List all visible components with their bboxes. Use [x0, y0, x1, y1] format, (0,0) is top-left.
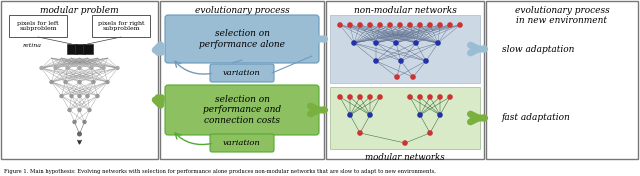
Bar: [330, 87, 480, 149]
Circle shape: [347, 22, 353, 28]
Circle shape: [53, 66, 58, 70]
Circle shape: [60, 94, 64, 98]
Circle shape: [367, 22, 372, 28]
Circle shape: [397, 22, 403, 28]
Circle shape: [407, 22, 413, 28]
Text: pixels for left
subproblem: pixels for left subproblem: [17, 21, 59, 31]
Circle shape: [437, 112, 443, 118]
Circle shape: [347, 94, 353, 100]
Circle shape: [457, 22, 463, 28]
Circle shape: [367, 94, 372, 100]
Bar: [326, 1, 484, 159]
Circle shape: [447, 22, 453, 28]
Circle shape: [377, 22, 383, 28]
Circle shape: [437, 22, 443, 28]
FancyBboxPatch shape: [165, 85, 319, 135]
Circle shape: [39, 66, 44, 70]
Circle shape: [92, 80, 96, 84]
Bar: [67, 44, 77, 54]
Circle shape: [373, 58, 379, 64]
Circle shape: [65, 66, 70, 70]
Text: slow adaptation: slow adaptation: [502, 45, 574, 54]
Circle shape: [337, 94, 343, 100]
Text: fast adaptation: fast adaptation: [502, 114, 571, 122]
Circle shape: [428, 130, 433, 136]
Circle shape: [394, 74, 400, 80]
Bar: [1, 1, 158, 159]
Circle shape: [49, 80, 54, 84]
Circle shape: [357, 130, 363, 136]
Circle shape: [393, 40, 399, 46]
Circle shape: [63, 80, 68, 84]
Circle shape: [83, 120, 86, 124]
Circle shape: [106, 80, 109, 84]
Circle shape: [435, 40, 441, 46]
Circle shape: [77, 80, 82, 84]
Circle shape: [417, 22, 423, 28]
Circle shape: [402, 140, 408, 146]
Text: selection on
performance and
connection costs: selection on performance and connection …: [203, 95, 281, 125]
Circle shape: [357, 22, 363, 28]
Circle shape: [77, 66, 82, 70]
Circle shape: [357, 94, 363, 100]
Text: selection on
performance alone: selection on performance alone: [199, 29, 285, 49]
Text: variation: variation: [223, 139, 261, 147]
Circle shape: [87, 108, 92, 112]
Circle shape: [347, 112, 353, 118]
Circle shape: [437, 94, 443, 100]
Bar: [92, 15, 150, 37]
Circle shape: [77, 94, 82, 98]
Circle shape: [407, 94, 413, 100]
Circle shape: [377, 94, 383, 100]
Circle shape: [85, 94, 90, 98]
Circle shape: [447, 94, 453, 100]
Circle shape: [95, 94, 100, 98]
Text: evolutionary process
in new environment: evolutionary process in new environment: [515, 6, 609, 25]
Text: retina: retina: [23, 43, 42, 48]
Bar: [160, 1, 324, 159]
Bar: [83, 44, 93, 54]
Circle shape: [90, 66, 93, 70]
Circle shape: [77, 108, 82, 112]
FancyBboxPatch shape: [165, 15, 319, 63]
Text: non-modular networks: non-modular networks: [353, 6, 456, 15]
Circle shape: [69, 94, 74, 98]
Circle shape: [337, 22, 343, 28]
Circle shape: [417, 94, 423, 100]
Circle shape: [351, 40, 357, 46]
FancyBboxPatch shape: [210, 64, 274, 82]
Bar: [486, 1, 638, 159]
Circle shape: [417, 112, 423, 118]
Bar: [9, 15, 67, 37]
FancyBboxPatch shape: [210, 134, 274, 152]
Text: evolutionary process: evolutionary process: [195, 6, 289, 15]
Text: modular networks: modular networks: [365, 153, 445, 162]
Circle shape: [101, 66, 106, 70]
Bar: [330, 15, 480, 83]
Circle shape: [428, 22, 433, 28]
Circle shape: [367, 112, 372, 118]
Circle shape: [410, 74, 416, 80]
Circle shape: [67, 108, 72, 112]
Text: Figure 1. Main hypothesis: Evolving networks with selection for performance alon: Figure 1. Main hypothesis: Evolving netw…: [4, 169, 436, 174]
Text: pixels for right
subproblem: pixels for right subproblem: [98, 21, 144, 31]
Circle shape: [428, 94, 433, 100]
Circle shape: [423, 58, 429, 64]
Text: variation: variation: [223, 69, 261, 77]
Circle shape: [387, 22, 393, 28]
Circle shape: [373, 40, 379, 46]
Circle shape: [77, 131, 82, 137]
Bar: [74, 44, 84, 54]
Circle shape: [115, 66, 120, 70]
Circle shape: [398, 58, 404, 64]
Text: modular problem: modular problem: [40, 6, 119, 15]
Circle shape: [413, 40, 419, 46]
Circle shape: [72, 120, 77, 124]
